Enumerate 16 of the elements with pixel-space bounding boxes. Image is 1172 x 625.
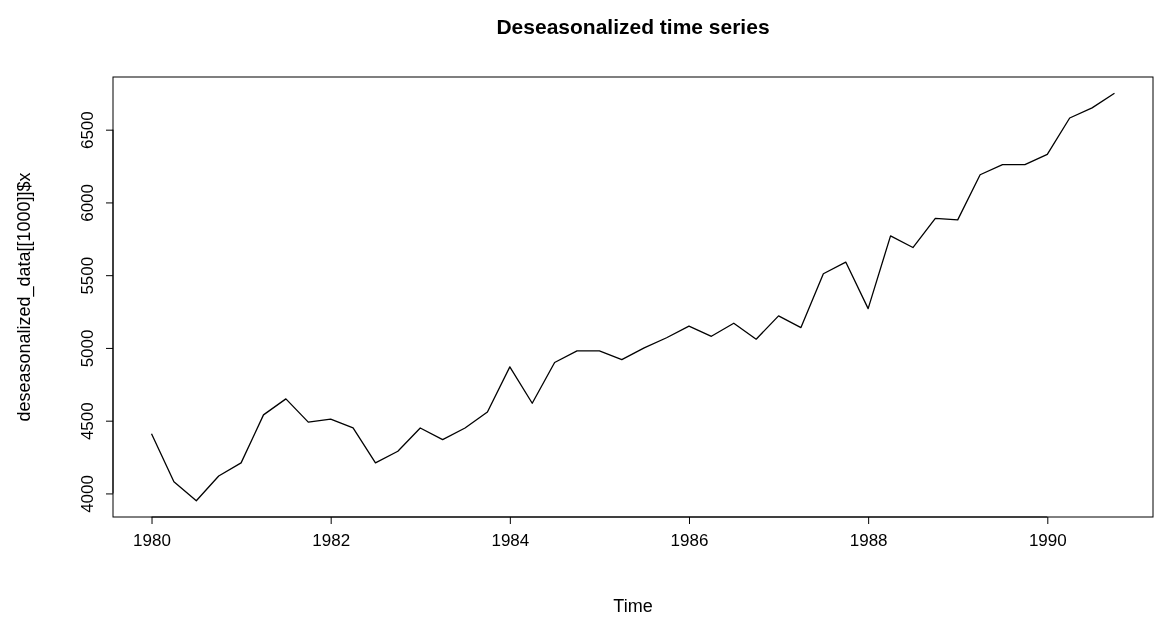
y-tick-label: 6500 xyxy=(78,111,97,150)
x-tick-label: 1982 xyxy=(312,531,351,551)
x-tick-label: 1990 xyxy=(1028,531,1067,551)
y-tick-label: 4500 xyxy=(78,402,97,441)
y-tick-label: 5500 xyxy=(78,256,97,295)
line-series xyxy=(150,92,1116,502)
x-tick-label: 1984 xyxy=(491,531,530,551)
y-axis-title: deseasonalized_data[[1000]]$x xyxy=(14,172,35,422)
x-axis-title: Time xyxy=(613,596,653,616)
chart-title: Deseasonalized time series xyxy=(496,15,770,38)
y-tick-label: 4000 xyxy=(78,475,97,513)
x-tick-label: 1980 xyxy=(133,531,171,551)
y-tick-label: 6000 xyxy=(78,184,97,222)
x-tick-label: 1988 xyxy=(849,531,888,551)
x-tick-label: 1986 xyxy=(670,531,709,551)
y-tick-label: 5000 xyxy=(78,329,97,368)
